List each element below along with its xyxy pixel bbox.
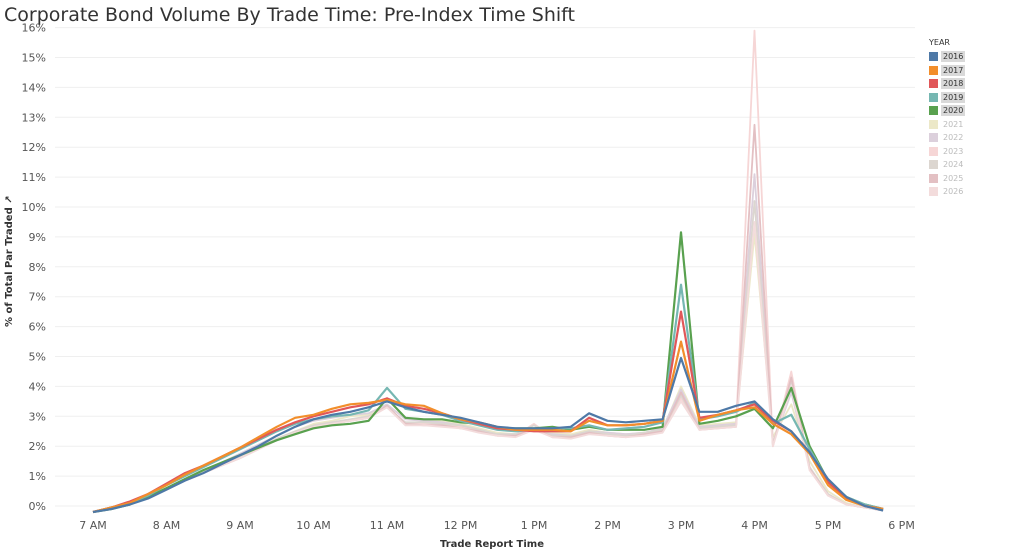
y-tick-label: 1% — [29, 470, 46, 483]
y-tick-label: 16% — [22, 22, 46, 35]
series-line-2016[interactable] — [92, 356, 884, 514]
legend-item-2020[interactable]: 2020 — [929, 104, 966, 118]
x-tick-label: 4 PM — [741, 519, 768, 532]
legend-label: 2016 — [941, 51, 966, 63]
legend-title: YEAR — [929, 38, 950, 47]
legend-item-2016[interactable]: 2016 — [929, 50, 966, 64]
y-tick-label: 11% — [22, 171, 46, 184]
faded-series-lines — [92, 29, 884, 513]
y-tick-label: 8% — [29, 261, 46, 274]
x-tick-label: 5 PM — [815, 519, 842, 532]
x-tick-label: 10 AM — [296, 519, 331, 532]
legend-label: 2020 — [941, 105, 966, 117]
y-tick-label: 7% — [29, 291, 46, 304]
chart-title: Corporate Bond Volume By Trade Time: Pre… — [4, 4, 575, 26]
y-tick-label: 5% — [29, 351, 46, 364]
grid-lines — [55, 27, 915, 507]
y-tick-label: 0% — [29, 500, 46, 513]
x-tick-label: 1 PM — [521, 519, 548, 532]
legend-label: 2025 — [943, 173, 964, 183]
legend-item-2018[interactable]: 2018 — [929, 77, 966, 91]
x-tick-label: 2 PM — [594, 519, 621, 532]
legend-item-2022[interactable]: 2022 — [929, 131, 965, 145]
legend-label: 2017 — [941, 64, 966, 76]
series-line-2026[interactable] — [92, 220, 884, 513]
legend-item-2024[interactable]: 2024 — [929, 158, 965, 172]
series-line-2023[interactable] — [92, 29, 884, 513]
legend-swatch — [929, 106, 938, 116]
x-tick-label: 9 AM — [226, 519, 254, 532]
x-axis-title: Trade Report Time — [440, 539, 544, 550]
y-tick-label: 14% — [22, 81, 46, 94]
legend-label: 2019 — [941, 91, 966, 103]
legend-swatch — [929, 173, 938, 183]
y-tick-label: 3% — [29, 410, 46, 423]
legend-label: 2023 — [943, 146, 964, 156]
y-tick-label: 6% — [29, 321, 46, 334]
legend-label: 2018 — [941, 78, 966, 90]
legend-swatch — [929, 133, 938, 143]
legend: YEAR 2016 2017 2018 2019 2020 2021 2022 2023 202… — [929, 38, 966, 199]
legend-swatch — [929, 92, 938, 102]
y-tick-label: 9% — [29, 231, 46, 244]
legend-item-2017[interactable]: 2017 — [929, 64, 966, 78]
legend-item-2019[interactable]: 2019 — [929, 91, 966, 105]
x-tick-label: 11 AM — [370, 519, 405, 532]
y-tick-label: 4% — [29, 380, 46, 393]
x-tick-label: 8 AM — [153, 519, 181, 532]
legend-swatch — [929, 79, 938, 89]
x-tick-label: 12 PM — [444, 519, 478, 532]
legend-swatch — [929, 160, 938, 170]
legend-label: 2022 — [943, 133, 964, 143]
legend-swatch — [929, 65, 938, 75]
y-tick-labels: 0% 1% 2% 3% 4% 5% 6% 7% 8% 9% 10% 11% 12% 13% 14% 15% 16… — [22, 22, 46, 513]
legend-swatch — [929, 52, 938, 62]
legend-items: 2016 2017 2018 2019 2020 2021 2022 2023 2024 2025… — [929, 50, 966, 199]
y-tick-label: 12% — [22, 141, 46, 154]
legend-swatch — [929, 119, 938, 129]
x-tick-label: 7 AM — [79, 519, 107, 532]
x-tick-labels: 7 AM 8 AM 9 AM 10 AM 11 AM 12 PM 1 PM 2 PM 3 PM 4… — [79, 519, 915, 532]
y-tick-label: 13% — [22, 111, 46, 124]
x-tick-label: 3 PM — [668, 519, 695, 532]
legend-item-2026[interactable]: 2026 — [929, 185, 965, 199]
x-tick-label: 6 PM — [888, 519, 915, 532]
legend-item-2023[interactable]: 2023 — [929, 145, 965, 159]
y-tick-label: 10% — [22, 201, 46, 214]
legend-label: 2024 — [943, 160, 964, 170]
legend-label: 2026 — [943, 187, 964, 197]
active-series-lines — [92, 231, 884, 514]
y-tick-label: 15% — [22, 52, 46, 65]
legend-swatch — [929, 187, 938, 197]
legend-swatch — [929, 146, 938, 156]
legend-label: 2021 — [943, 119, 964, 129]
y-tick-label: 2% — [29, 440, 46, 453]
legend-item-2021[interactable]: 2021 — [929, 118, 965, 132]
legend-item-2025[interactable]: 2025 — [929, 172, 965, 186]
